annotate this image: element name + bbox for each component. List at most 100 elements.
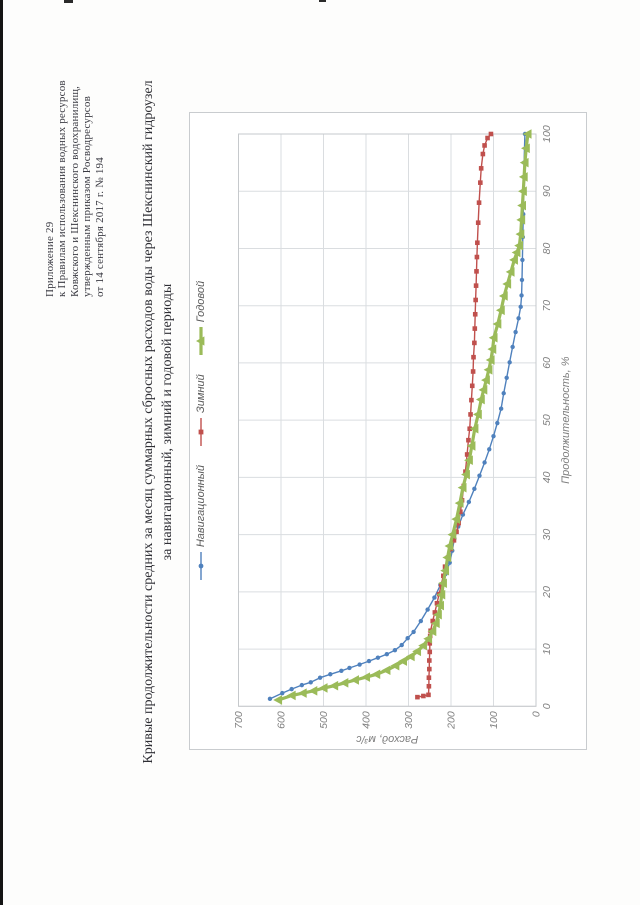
x-tick-label: 0 bbox=[541, 703, 553, 709]
data-point-circle bbox=[411, 629, 416, 635]
legend-marker-circle bbox=[198, 552, 204, 581]
data-point-triangle bbox=[518, 186, 527, 197]
x-axis-title: Продолжительность, % bbox=[560, 356, 572, 484]
scan-speck bbox=[319, 0, 326, 2]
data-point-circle bbox=[472, 486, 477, 492]
x-tick-label: 60 bbox=[541, 357, 553, 369]
data-point-triangle bbox=[485, 355, 495, 365]
data-point-triangle bbox=[273, 695, 283, 705]
data-point-square bbox=[476, 200, 482, 205]
data-point-triangle bbox=[481, 375, 490, 385]
data-point-triangle bbox=[457, 482, 467, 493]
data-point-circle bbox=[425, 607, 430, 612]
x-tick-label: 50 bbox=[541, 414, 553, 426]
data-point-triangle bbox=[390, 660, 400, 671]
data-point-square bbox=[427, 658, 432, 663]
x-tick-label: 80 bbox=[541, 242, 553, 254]
chart-legend: Навигационный Зимний Годовой bbox=[195, 113, 207, 749]
data-point-triangle bbox=[412, 646, 422, 657]
data-point-circle bbox=[466, 499, 472, 505]
data-point-square bbox=[482, 143, 487, 148]
data-point-square bbox=[475, 220, 481, 226]
data-point-square bbox=[472, 326, 478, 331]
chart-area: Навигационный Зимний Годовой 0 10 20 30 40 50 60… bbox=[189, 112, 587, 750]
data-point-square bbox=[473, 297, 478, 303]
data-point-square bbox=[426, 675, 432, 680]
data-point-circle bbox=[504, 375, 509, 380]
data-point-square bbox=[473, 283, 479, 288]
data-point-triangle bbox=[318, 683, 328, 693]
data-point-circle bbox=[328, 672, 333, 677]
data-point-square bbox=[474, 254, 480, 260]
data-point-circle bbox=[280, 690, 285, 696]
data-point-triangle bbox=[442, 552, 452, 563]
data-point-triangle bbox=[308, 686, 318, 696]
data-point-triangle bbox=[433, 609, 442, 620]
data-point-circle bbox=[399, 642, 404, 648]
data-point-triangle bbox=[469, 423, 479, 434]
x-tick-label: 20 bbox=[541, 586, 553, 599]
data-point-triangle bbox=[423, 633, 433, 644]
data-point-square bbox=[470, 369, 476, 374]
data-point-circle bbox=[267, 696, 273, 702]
data-point-square bbox=[485, 135, 490, 141]
data-point-triangle bbox=[430, 618, 440, 629]
data-point-square bbox=[466, 437, 471, 443]
data-point-triangle bbox=[495, 305, 505, 316]
y-tick-label: 700 bbox=[233, 711, 245, 729]
data-point-triangle bbox=[454, 498, 464, 508]
data-point-triangle bbox=[502, 279, 512, 289]
data-point-square bbox=[474, 269, 479, 274]
plot-border bbox=[238, 133, 537, 707]
data-point-square bbox=[421, 693, 426, 699]
data-point-triangle bbox=[498, 291, 508, 301]
data-point-square bbox=[426, 683, 432, 689]
data-point-circle bbox=[501, 391, 506, 396]
data-point-circle bbox=[347, 665, 352, 671]
data-point-circle bbox=[520, 257, 525, 263]
data-point-square bbox=[475, 240, 480, 246]
data-point-circle bbox=[418, 618, 424, 624]
data-point-circle bbox=[507, 360, 512, 365]
y-tick-label: 400 bbox=[361, 711, 373, 729]
data-point-triangle bbox=[438, 578, 447, 589]
data-point-triangle bbox=[435, 600, 444, 611]
data-point-circle bbox=[519, 277, 525, 283]
scan-edge-artifact bbox=[0, 0, 3, 905]
y-tick-label: 0 bbox=[531, 711, 543, 717]
data-point-square bbox=[471, 354, 476, 360]
data-point-triangle bbox=[461, 469, 470, 480]
data-point-square bbox=[478, 180, 483, 185]
data-point-circle bbox=[357, 662, 362, 667]
data-point-triangle bbox=[350, 675, 359, 685]
scan-speck bbox=[64, 0, 73, 3]
legend-marker-square bbox=[198, 417, 204, 446]
title-line-1: Кривые продолжительности средних за меся… bbox=[141, 80, 156, 764]
document-header: Приложение 29 к Правилам использования в… bbox=[44, 27, 106, 297]
data-point-square bbox=[468, 412, 473, 417]
header-line: к Правилам использования водных ресурсов bbox=[56, 80, 69, 297]
data-point-triangle bbox=[522, 129, 532, 139]
y-axis-title: Расход, м³/с bbox=[356, 733, 419, 745]
data-point-triangle bbox=[505, 267, 515, 277]
data-point-square bbox=[464, 452, 470, 457]
data-point-triangle bbox=[517, 200, 526, 211]
data-point-triangle bbox=[405, 651, 415, 662]
data-point-circle bbox=[491, 433, 496, 439]
data-point-triangle bbox=[418, 640, 427, 651]
header-line: от 14 сентября 2017 г. № 194 bbox=[93, 157, 106, 297]
data-point-triangle bbox=[371, 669, 381, 680]
data-point-square bbox=[469, 397, 474, 403]
data-point-triangle bbox=[515, 229, 525, 239]
data-point-circle bbox=[375, 655, 381, 660]
header-line: Приложение 29 bbox=[44, 221, 56, 297]
data-point-triangle bbox=[427, 626, 437, 637]
x-tick-label: 40 bbox=[541, 471, 553, 483]
legend-item: Зимний bbox=[195, 374, 207, 447]
data-point-triangle bbox=[483, 364, 493, 375]
data-point-circle bbox=[405, 635, 410, 641]
data-point-triangle bbox=[339, 678, 349, 688]
data-point-triangle bbox=[361, 672, 371, 682]
data-point-triangle bbox=[329, 680, 339, 691]
